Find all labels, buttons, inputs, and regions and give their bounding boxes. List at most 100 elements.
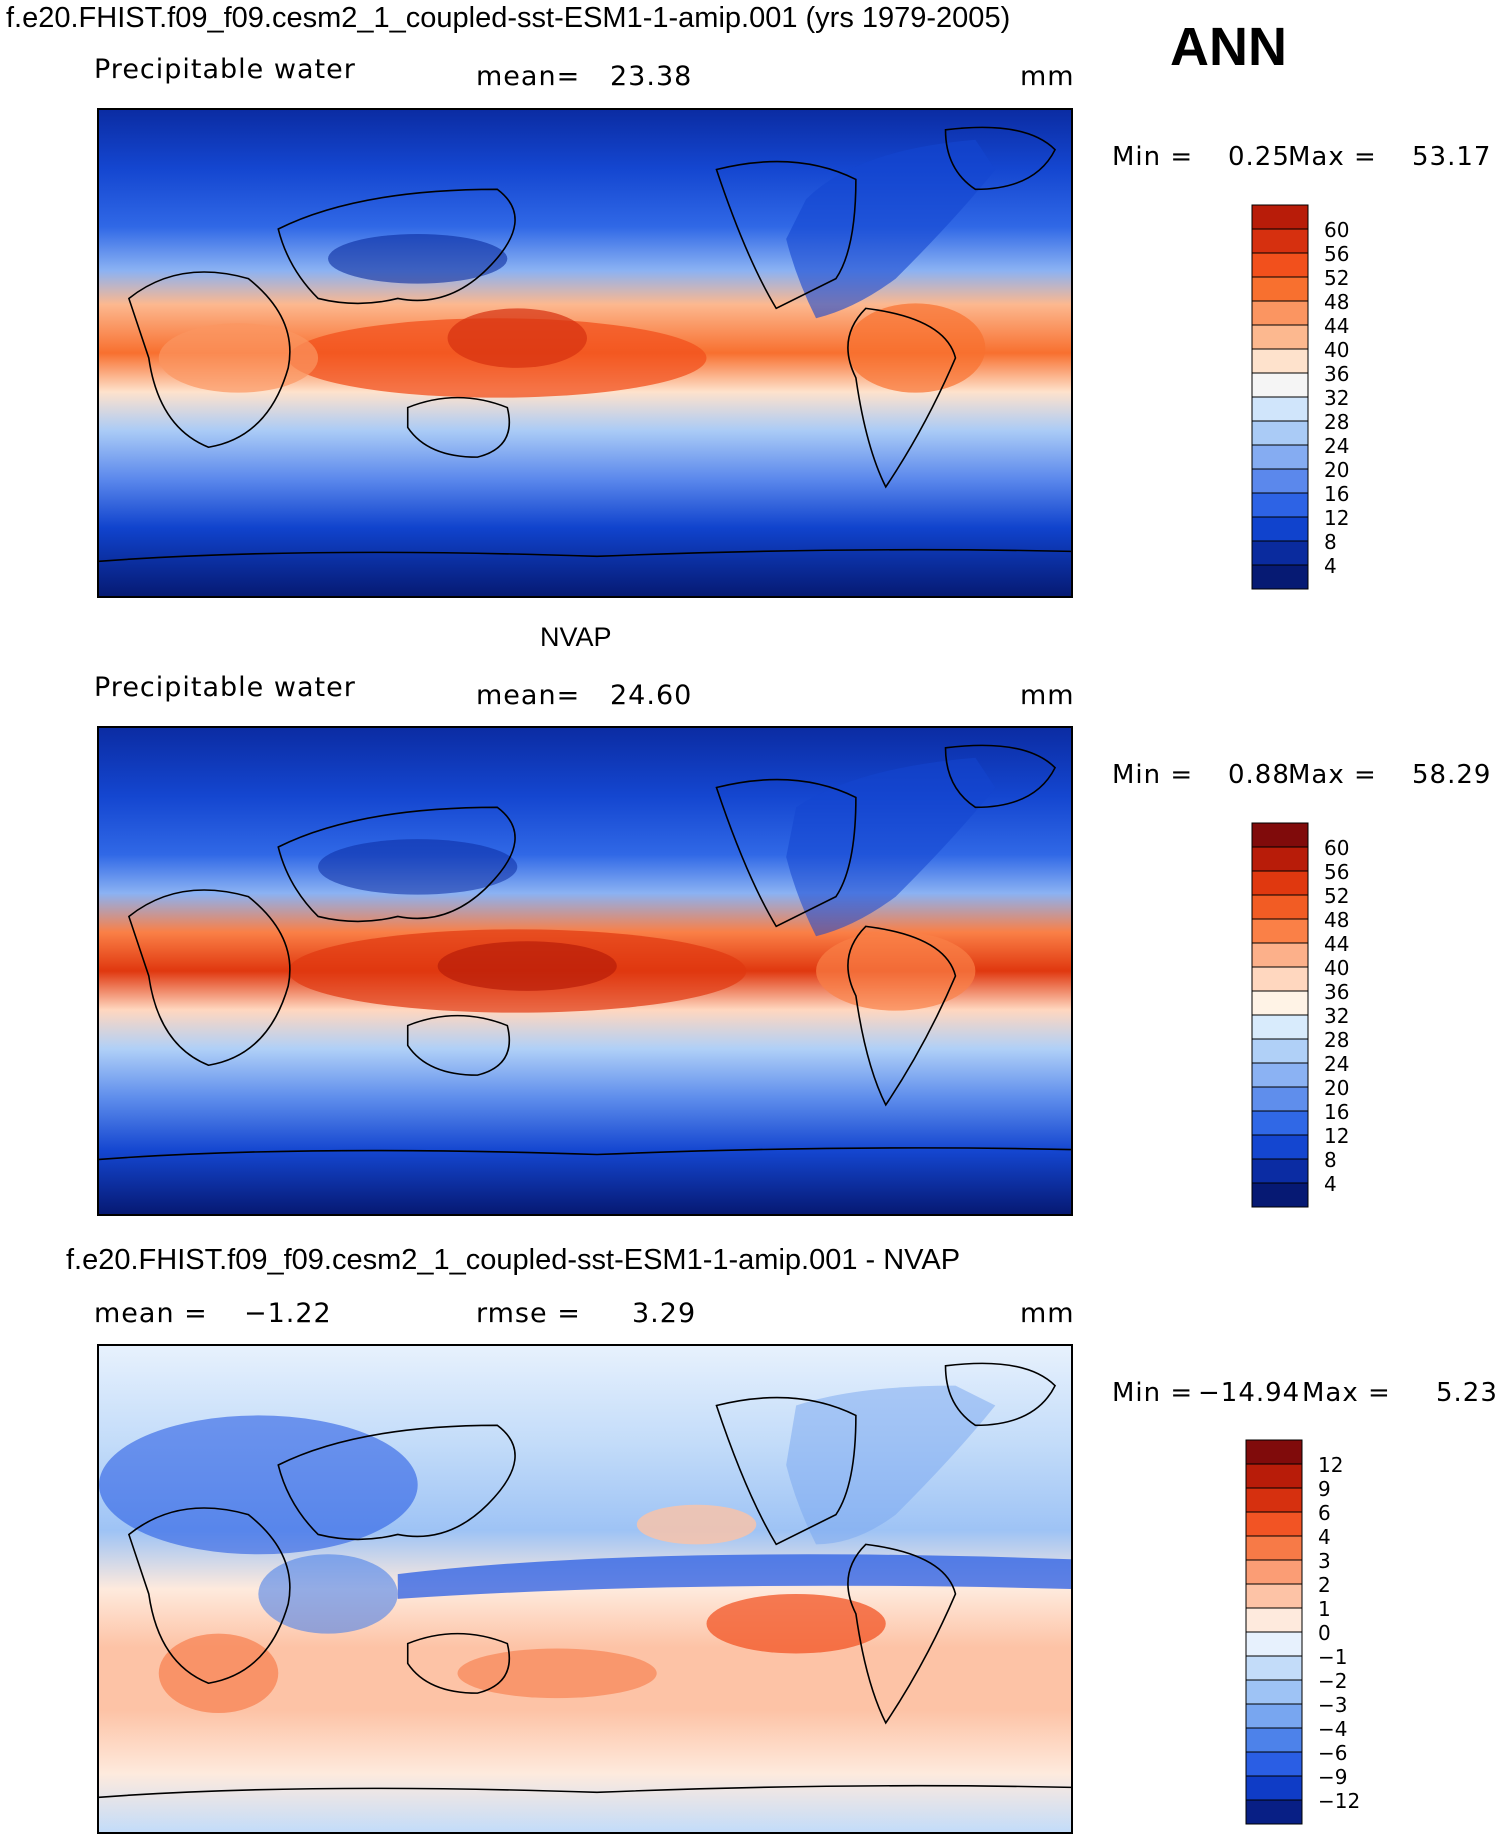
colorbar-tick-label: 12 <box>1324 1124 1349 1148</box>
panel2-min-value: 0.88 <box>1228 760 1290 790</box>
panel2-units: mm <box>1020 680 1075 711</box>
season-label: ANN <box>1170 17 1287 77</box>
colorbar-swatch <box>1251 372 1309 398</box>
colorbar-swatch <box>1251 1086 1309 1112</box>
colorbar-swatch <box>1251 228 1309 254</box>
colorbar-tick-label: 60 <box>1324 218 1349 242</box>
panel2-mean-label: mean= <box>476 680 581 711</box>
colorbar-tick-label: 9 <box>1318 1477 1331 1501</box>
colorbar-tick-label: 28 <box>1324 410 1349 434</box>
colorbar-tick-label: −3 <box>1318 1693 1347 1717</box>
panel3-coastlines <box>99 1362 1071 1799</box>
colorbar-swatch <box>1251 516 1309 542</box>
panel1-map <box>97 108 1073 598</box>
panel3-rmse-label: rmse = <box>476 1298 581 1329</box>
colorbar-swatch <box>1251 846 1309 872</box>
panel2-mean-value: 24.60 <box>610 680 693 711</box>
panel1-coastlines <box>99 126 1071 563</box>
panel2-coastlines <box>99 744 1071 1161</box>
colorbar-swatch <box>1245 1559 1303 1585</box>
colorbar-swatch <box>1251 204 1309 230</box>
colorbar-swatch <box>1251 990 1309 1016</box>
colorbar-swatch <box>1251 966 1309 992</box>
panel1-min-label: Min = <box>1112 142 1194 172</box>
panel1-mean-label: mean= <box>476 61 581 92</box>
colorbar-swatch <box>1251 1182 1309 1208</box>
panel1-colorbar: 60 56 52 48 44 40 36 32 28 24 20 16 12 8 4 <box>1250 203 1390 593</box>
colorbar-swatch <box>1251 396 1309 422</box>
colorbar-tick-label: 48 <box>1324 290 1349 314</box>
panel3-rmse-value: 3.29 <box>632 1298 697 1329</box>
colorbar-swatch <box>1251 300 1309 326</box>
colorbar-tick-label: −12 <box>1318 1789 1360 1813</box>
panel2-max-label: Max = <box>1288 760 1377 790</box>
panel3-units: mm <box>1020 1298 1075 1329</box>
colorbar-swatch <box>1251 918 1309 944</box>
colorbar-swatch <box>1251 444 1309 470</box>
colorbar-tick-label: 44 <box>1324 314 1349 338</box>
colorbar-swatch <box>1245 1655 1303 1681</box>
panel2-min-label: Min = <box>1112 760 1194 790</box>
colorbar-tick-label: 36 <box>1324 362 1349 386</box>
colorbar-swatch <box>1245 1535 1303 1561</box>
colorbar-tick-label: 40 <box>1324 956 1349 980</box>
panel3-map <box>97 1344 1073 1834</box>
colorbar-tick-label: 0 <box>1318 1621 1331 1645</box>
colorbar-tick-label: 52 <box>1324 266 1349 290</box>
panel1-variable-label: Precipitable water <box>94 54 356 85</box>
colorbar-tick-label: 32 <box>1324 386 1349 410</box>
colorbar-tick-label: 24 <box>1324 434 1349 458</box>
colorbar-tick-label: 36 <box>1324 980 1349 1004</box>
colorbar-tick-label: −2 <box>1318 1669 1347 1693</box>
colorbar-swatch <box>1245 1727 1303 1753</box>
colorbar-swatch <box>1251 1158 1309 1184</box>
colorbar-tick-label: 16 <box>1324 482 1349 506</box>
colorbar-tick-label: 4 <box>1318 1525 1331 1549</box>
panel3-mean-label: mean = <box>94 1298 208 1329</box>
colorbar-swatch <box>1245 1799 1303 1825</box>
colorbar-tick-label: 56 <box>1324 242 1349 266</box>
colorbar-tick-label: 40 <box>1324 338 1349 362</box>
colorbar-swatch <box>1251 540 1309 566</box>
panel2-title: NVAP <box>540 622 612 652</box>
colorbar-swatch <box>1251 468 1309 494</box>
colorbar-swatch <box>1251 870 1309 896</box>
colorbar-tick-label: −6 <box>1318 1741 1347 1765</box>
panel3-map-svg <box>99 1346 1071 1832</box>
panel1-max-value: 53.17 <box>1412 142 1492 172</box>
colorbar-tick-label: 8 <box>1324 530 1337 554</box>
colorbar-swatch <box>1251 420 1309 446</box>
colorbar-swatch <box>1251 894 1309 920</box>
colorbar-tick-label: 6 <box>1318 1501 1331 1525</box>
figure-title: f.e20.FHIST.f09_f09.cesm2_1_coupled-sst-… <box>6 2 1011 34</box>
colorbar-swatch <box>1251 564 1309 590</box>
colorbar-swatch <box>1251 348 1309 374</box>
colorbar-swatch <box>1245 1439 1303 1465</box>
colorbar-tick-label: −9 <box>1318 1765 1347 1789</box>
colorbar-tick-label: 12 <box>1318 1453 1343 1477</box>
panel1-map-svg <box>99 110 1071 596</box>
panel2-max-value: 58.29 <box>1412 760 1492 790</box>
panel3-mean-value: −1.22 <box>244 1298 332 1329</box>
panel2-variable-label: Precipitable water <box>94 672 356 703</box>
panel3-min-value: −14.94 <box>1198 1378 1301 1408</box>
colorbar-tick-label: 52 <box>1324 884 1349 908</box>
colorbar-swatch <box>1245 1583 1303 1609</box>
colorbar-tick-label: 4 <box>1324 554 1337 578</box>
colorbar-tick-label: 8 <box>1324 1148 1337 1172</box>
colorbar-swatch <box>1251 276 1309 302</box>
colorbar-swatch <box>1251 1062 1309 1088</box>
panel1-min-value: 0.25 <box>1228 142 1290 172</box>
colorbar-tick-label: 12 <box>1324 506 1349 530</box>
colorbar-tick-label: 44 <box>1324 932 1349 956</box>
colorbar-swatch <box>1251 942 1309 968</box>
colorbar-tick-label: 60 <box>1324 836 1349 860</box>
panel3-max-value: 5.23 <box>1436 1378 1498 1408</box>
colorbar-swatch <box>1245 1607 1303 1633</box>
colorbar-swatch <box>1251 1014 1309 1040</box>
colorbar-tick-label: 16 <box>1324 1100 1349 1124</box>
panel3-colorbar: 12 9 6 4 3 2 1 0 −1 −2 −3 −4 −6 −9 −12 <box>1244 1438 1394 1828</box>
